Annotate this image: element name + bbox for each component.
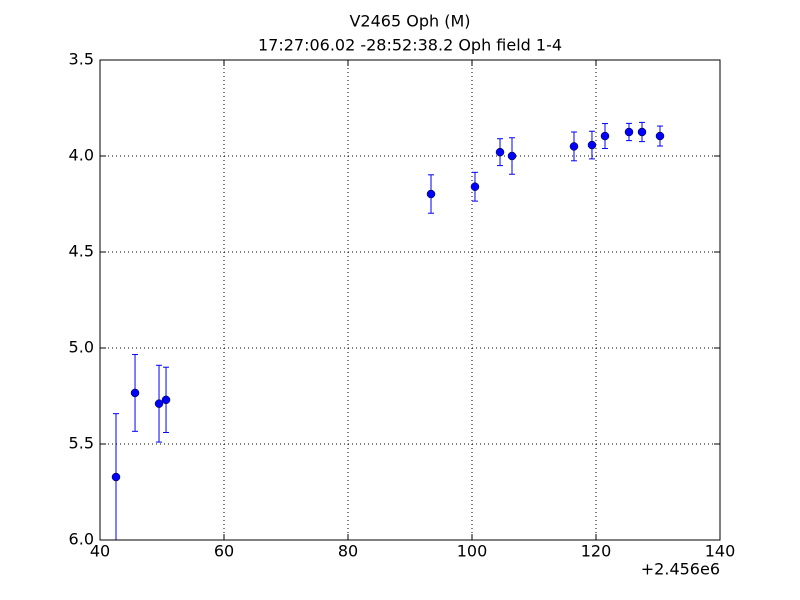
data-point	[111, 472, 121, 482]
marks-layer	[111, 121, 665, 540]
data-point	[655, 131, 665, 141]
y-tick-label: 3.5	[69, 50, 94, 69]
y-tick-label: 5.0	[69, 338, 94, 357]
x-offset-label: +2.456e6	[641, 560, 720, 579]
data-point	[587, 140, 597, 150]
plot-frame	[99, 59, 721, 541]
data-point	[507, 151, 517, 161]
data-point	[470, 182, 480, 191]
data-point	[154, 399, 164, 408]
data-point	[637, 127, 647, 137]
data-point	[426, 189, 436, 199]
x-tick-label: 80	[338, 542, 358, 561]
data-point	[624, 127, 634, 137]
x-tick-label: 140	[705, 542, 736, 561]
data-point	[130, 388, 140, 398]
data-point	[161, 395, 171, 405]
data-point	[495, 147, 505, 157]
y-tick-label: 4.0	[69, 146, 94, 165]
y-tick-label: 5.5	[69, 434, 94, 453]
chart-title: V2465 Oph (M)	[349, 12, 470, 31]
x-tick-label: 120	[581, 542, 612, 561]
chart-subtitle: 17:27:06.02 -28:52:38.2 Oph field 1-4	[258, 36, 562, 55]
y-tick-label: 4.5	[69, 242, 94, 261]
x-tick-label: 40	[90, 542, 110, 561]
x-tick-label: 60	[214, 542, 234, 561]
data-point	[600, 131, 610, 141]
ticks-layer: 40 60 80 100 120 140 3.5 4.0 4.5 5.0 5.5 6.0	[69, 50, 736, 561]
data-point	[569, 142, 579, 151]
y-tick-label: 6.0	[69, 530, 94, 549]
x-tick-label: 100	[457, 542, 488, 561]
